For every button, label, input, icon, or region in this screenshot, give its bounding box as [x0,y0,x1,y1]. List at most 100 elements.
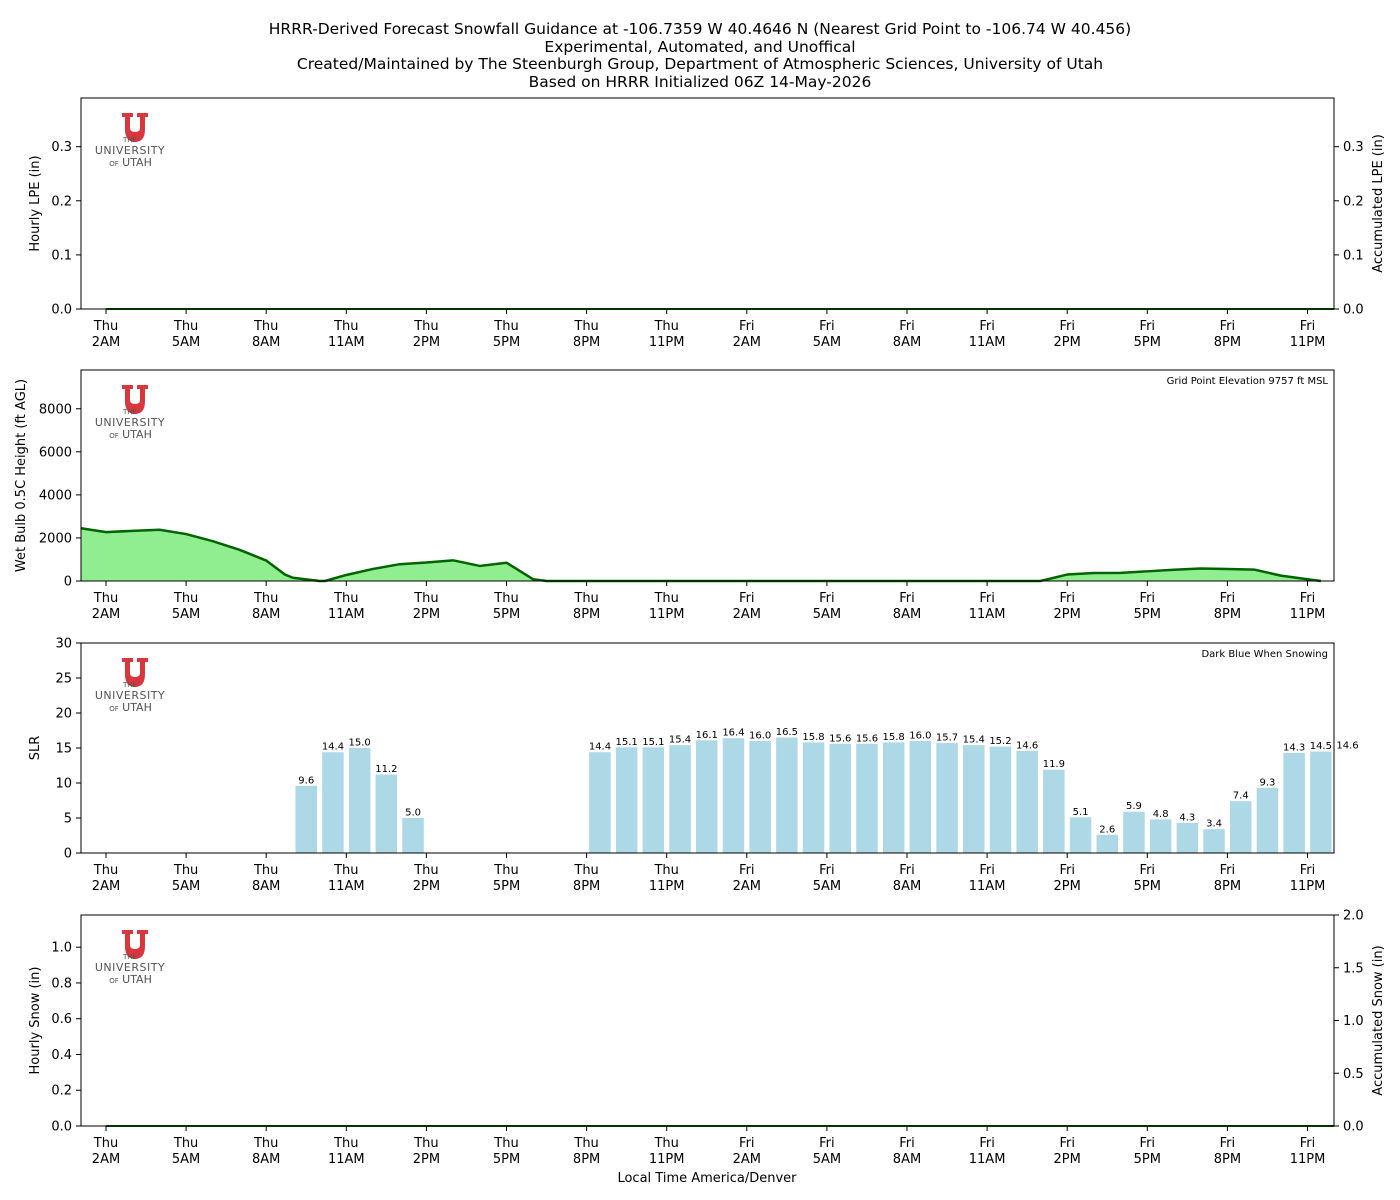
x-tick-label-day-2-2: Thu [253,863,278,878]
x-tick-label-day-3-12: Fri [1059,1136,1075,1151]
x-tick-label-day-2-4: Thu [413,863,438,878]
slr-value-label-13: 15.8 [802,732,824,743]
slr-value-label-1: 14.4 [322,742,344,753]
x-tick-label-time-3-5: 5PM [493,1152,520,1167]
slr-value-label-18: 15.7 [936,733,958,744]
slr-value-label-17: 16.0 [909,731,931,742]
slr-value-label-8: 15.4 [669,735,691,746]
slr-bar-11 [749,741,771,853]
x-tick-label-day-0-7: Thu [653,319,678,334]
x-tick-label-day-1-4: Thu [413,591,438,606]
slr-bar-8 [669,745,691,853]
x-tick-label-time-1-14: 8PM [1214,607,1241,622]
x-tick-label-time-0-11: 11AM [969,335,1006,350]
x-tick-label-time-1-3: 11AM [328,607,365,622]
plot-frame-3 [80,914,1335,1127]
y-right-tick-label-3-4: 2.0 [1343,909,1364,924]
slr-bar-21 [1016,750,1038,853]
x-tick-label-day-1-2: Thu [253,591,278,606]
y-axis-label-3: Hourly Snow (in) [28,967,43,1075]
slr-value-label-10: 16.4 [722,728,744,739]
slr-value-label-4: 5.0 [405,808,421,819]
y-tick-label-1-1: 2000 [39,531,72,546]
slr-value-label-0: 9.6 [298,775,314,786]
slr-value-label-9: 16.1 [696,730,718,741]
x-tick-label-day-1-3: Thu [333,591,358,606]
x-tick-label-day-2-12: Fri [1059,863,1075,878]
x-tick-label-time-3-0: 2AM [92,1152,120,1167]
slr-value-label-19: 15.4 [963,735,985,746]
y-right-tick-label-3-2: 1.0 [1343,1014,1364,1029]
x-tick-label-day-0-9: Fri [819,319,835,334]
x-tick-label-time-2-6: 8PM [573,879,600,894]
x-tick-label-day-0-15: Fri [1300,319,1316,334]
logo-university-0: UNIVERSITY [95,144,165,157]
slr-bar-5 [589,752,611,853]
x-tick-label-time-0-13: 5PM [1134,335,1161,350]
x-tick-label-day-1-12: Fri [1059,591,1075,606]
x-tick-label-time-3-2: 8AM [252,1152,280,1167]
logo-of-0: OF [109,160,119,168]
y-tick-label-1-3: 6000 [39,445,72,460]
x-tick-label-day-2-8: Fri [739,863,755,878]
slr-value-label-26: 4.8 [1153,809,1169,820]
y-tick-label-0-3: 0.3 [51,140,72,155]
x-tick-label-day-3-11: Fri [979,1136,995,1151]
title-line-3: Created/Maintained by The Steenburgh Gro… [296,55,1104,73]
logo-university-1: UNIVERSITY [95,416,165,429]
y-tick-label-1-2: 4000 [39,488,72,503]
utah-u-logo-icon-3 [122,930,148,959]
x-tick-label-day-3-4: Thu [413,1136,438,1151]
x-tick-label-time-2-8: 2AM [733,879,761,894]
slr-value-label-25: 5.9 [1126,801,1142,812]
y-right-axis-label-3: Accumulated Snow (in) [1371,945,1386,1095]
x-tick-label-day-3-5: Thu [493,1136,518,1151]
x-tick-label-day-0-3: Thu [333,319,358,334]
x-tick-label-day-3-15: Fri [1300,1136,1316,1151]
x-tick-label-day-0-4: Thu [413,319,438,334]
logo-utah-2: UTAH [122,701,152,714]
slr-value-label-27: 4.3 [1179,812,1195,823]
slr-value-label-29: 7.4 [1233,791,1249,802]
x-tick-label-time-0-1: 5AM [172,335,200,350]
x-tick-label-time-2-0: 2AM [92,879,120,894]
x-tick-label-day-1-1: Thu [173,591,198,606]
x-tick-label-day-2-6: Thu [573,863,598,878]
x-tick-label-time-0-4: 2PM [413,335,440,350]
x-tick-label-day-3-0: Thu [93,1136,118,1151]
y-tick-label-2-4: 20 [55,707,72,722]
x-tick-label-day-3-7: Thu [653,1136,678,1151]
x-tick-label-time-0-5: 5PM [493,335,520,350]
plot-frame-1 [80,369,1335,582]
plot-frame-0 [80,97,1335,310]
x-tick-label-day-1-9: Fri [819,591,835,606]
x-tick-label-day-1-14: Fri [1220,591,1236,606]
x-tick-label-day-0-11: Fri [979,319,995,334]
title-line-1: HRRR-Derived Forecast Snowfall Guidance … [268,20,1132,38]
x-tick-label-time-2-15: 11PM [1290,879,1326,894]
slr-value-label-3: 11.2 [375,764,397,775]
slr-bar-27 [1176,822,1199,853]
logo-of-1: OF [109,432,119,440]
logo-the-1: THE [122,408,137,416]
x-tick-label-day-2-15: Fri [1300,863,1316,878]
x-tick-label-time-3-11: 11AM [969,1152,1006,1167]
x-tick-label-time-1-7: 11PM [649,607,685,622]
slr-value-label-28: 3.4 [1206,819,1222,830]
logo-the-2: THE [122,681,137,689]
x-tick-label-day-3-6: Thu [573,1136,598,1151]
x-tick-label-day-0-10: Fri [899,319,915,334]
slr-bar-30 [1256,787,1279,853]
x-tick-label-time-1-1: 5AM [172,607,200,622]
x-tick-label-time-0-2: 8AM [252,335,280,350]
x-tick-label-time-0-6: 8PM [573,335,600,350]
x-tick-label-day-2-7: Thu [653,863,678,878]
x-tick-label-time-1-12: 2PM [1054,607,1081,622]
slr-bar-4 [402,818,424,853]
x-tick-label-time-3-10: 8AM [893,1152,921,1167]
y-tick-label-3-0: 0.0 [51,1120,72,1135]
x-tick-label-day-0-1: Thu [173,319,198,334]
x-tick-label-day-2-10: Fri [899,863,915,878]
x-tick-label-time-3-4: 2PM [413,1152,440,1167]
slr-bar-29 [1230,801,1252,853]
